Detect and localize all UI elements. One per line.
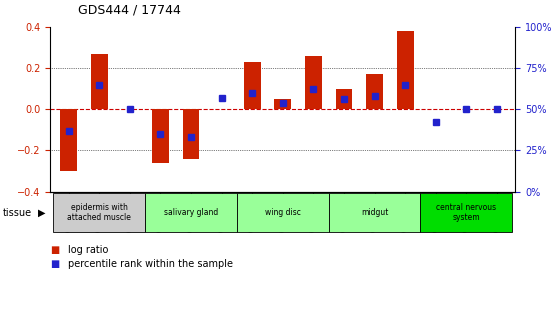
Bar	[274, 99, 291, 109]
Bar	[366, 74, 383, 109]
Text: tissue: tissue	[3, 208, 32, 217]
Text: ■: ■	[50, 259, 60, 269]
Text: epidermis with
attached muscle: epidermis with attached muscle	[67, 203, 131, 222]
Text: salivary gland: salivary gland	[164, 208, 218, 217]
Bar	[183, 109, 199, 159]
Bar	[244, 62, 260, 109]
Text: wing disc: wing disc	[265, 208, 301, 217]
Text: percentile rank within the sample: percentile rank within the sample	[68, 259, 234, 269]
Text: GDS444 / 17744: GDS444 / 17744	[78, 4, 181, 17]
Bar	[60, 109, 77, 171]
Text: ▶: ▶	[38, 208, 45, 217]
Bar	[396, 31, 413, 109]
Text: central nervous
system: central nervous system	[436, 203, 496, 222]
Text: log ratio: log ratio	[68, 245, 109, 255]
Bar	[91, 54, 108, 109]
Bar	[335, 89, 352, 109]
Bar	[305, 56, 322, 109]
Text: ■: ■	[50, 245, 60, 255]
Bar	[152, 109, 169, 163]
Text: midgut: midgut	[361, 208, 388, 217]
